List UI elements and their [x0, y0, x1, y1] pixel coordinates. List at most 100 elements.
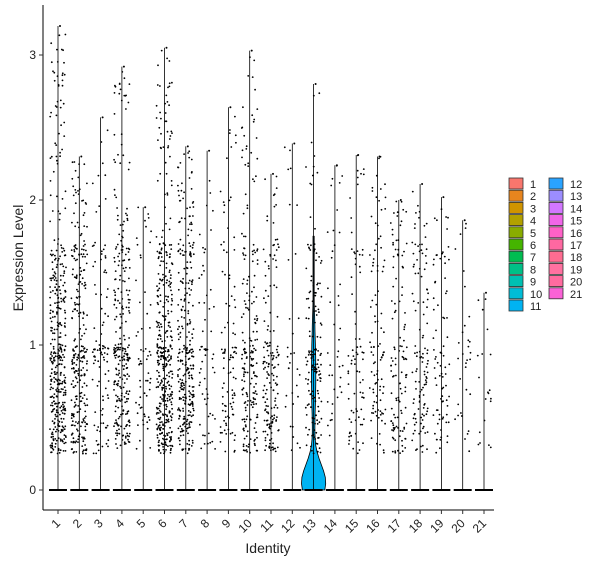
data-point: [241, 388, 244, 391]
data-point: [459, 378, 461, 380]
data-point: [123, 77, 126, 80]
data-point: [353, 392, 356, 395]
data-point: [64, 296, 67, 298]
data-point: [418, 350, 421, 353]
data-point: [253, 249, 256, 252]
data-point: [52, 352, 55, 355]
data-point: [156, 84, 159, 86]
data-point: [147, 355, 149, 357]
data-point: [115, 367, 117, 370]
data-point: [159, 429, 162, 432]
data-point: [199, 381, 202, 384]
data-point: [178, 417, 180, 420]
data-point: [392, 241, 394, 244]
data-point: [128, 289, 131, 292]
data-point: [104, 244, 106, 247]
data-point: [144, 348, 147, 350]
data-point: [271, 421, 274, 424]
data-point: [76, 411, 79, 414]
data-point: [96, 349, 99, 352]
data-point: [371, 299, 374, 302]
data-point: [54, 272, 57, 275]
data-point: [419, 243, 421, 246]
legend-swatch: [508, 226, 524, 239]
data-point: [159, 278, 161, 281]
data-point: [56, 48, 58, 51]
data-point: [74, 169, 77, 172]
data-point: [241, 149, 244, 152]
data-point: [328, 374, 331, 377]
data-point: [49, 157, 52, 160]
data-point: [77, 368, 80, 370]
data-point: [97, 360, 100, 363]
data-point: [56, 321, 59, 324]
data-point: [72, 185, 75, 188]
data-point: [275, 259, 277, 262]
data-point: [467, 430, 470, 432]
data-point: [54, 258, 56, 261]
data-point: [161, 387, 164, 390]
data-point: [187, 351, 190, 354]
data-point: [142, 350, 145, 352]
data-point: [277, 363, 280, 366]
data-point: [264, 289, 267, 292]
data-point: [181, 363, 184, 365]
data-point: [83, 382, 86, 385]
data-point: [75, 377, 78, 380]
data-point: [74, 246, 77, 249]
x-tick-label: 16: [363, 516, 383, 536]
data-point: [313, 370, 316, 373]
data-point: [277, 243, 279, 246]
data-point: [74, 225, 77, 228]
data-point: [146, 421, 149, 424]
data-point: [76, 221, 79, 224]
data-point: [85, 384, 88, 387]
data-point: [83, 225, 86, 228]
data-point: [267, 265, 270, 267]
data-point: [356, 452, 359, 455]
data-point: [166, 432, 168, 435]
data-point: [362, 358, 364, 361]
data-point: [316, 443, 319, 445]
data-point: [336, 209, 339, 211]
data-point: [70, 448, 73, 451]
data-point: [60, 48, 63, 51]
data-point: [159, 335, 162, 337]
data-point: [362, 379, 364, 381]
data-point: [361, 423, 364, 426]
data-point: [165, 449, 167, 451]
data-point: [178, 439, 181, 442]
data-point: [245, 391, 248, 394]
data-point: [78, 433, 81, 436]
data-point: [56, 387, 59, 390]
data-point: [74, 424, 76, 427]
data-point: [184, 380, 187, 383]
data-point: [171, 293, 173, 296]
data-point: [120, 99, 123, 102]
data-point: [148, 388, 151, 391]
data-point: [168, 228, 171, 231]
data-point: [314, 321, 316, 324]
data-point: [70, 249, 73, 252]
x-tick-label: 7: [176, 516, 191, 531]
data-point: [242, 387, 245, 390]
data-point: [490, 397, 492, 400]
data-point: [443, 317, 446, 320]
data-point: [72, 348, 74, 351]
data-point: [372, 388, 375, 391]
data-point: [84, 444, 86, 446]
data-point: [171, 445, 174, 448]
data-point: [116, 447, 119, 449]
data-point: [286, 346, 289, 349]
data-point: [55, 114, 58, 117]
data-point: [320, 434, 322, 436]
data-point: [435, 451, 438, 454]
data-point: [188, 449, 190, 451]
data-point: [125, 108, 127, 110]
data-point: [356, 410, 358, 413]
data-point: [73, 371, 76, 374]
data-point: [57, 402, 59, 405]
data-point: [61, 263, 64, 265]
data-point: [72, 386, 75, 388]
